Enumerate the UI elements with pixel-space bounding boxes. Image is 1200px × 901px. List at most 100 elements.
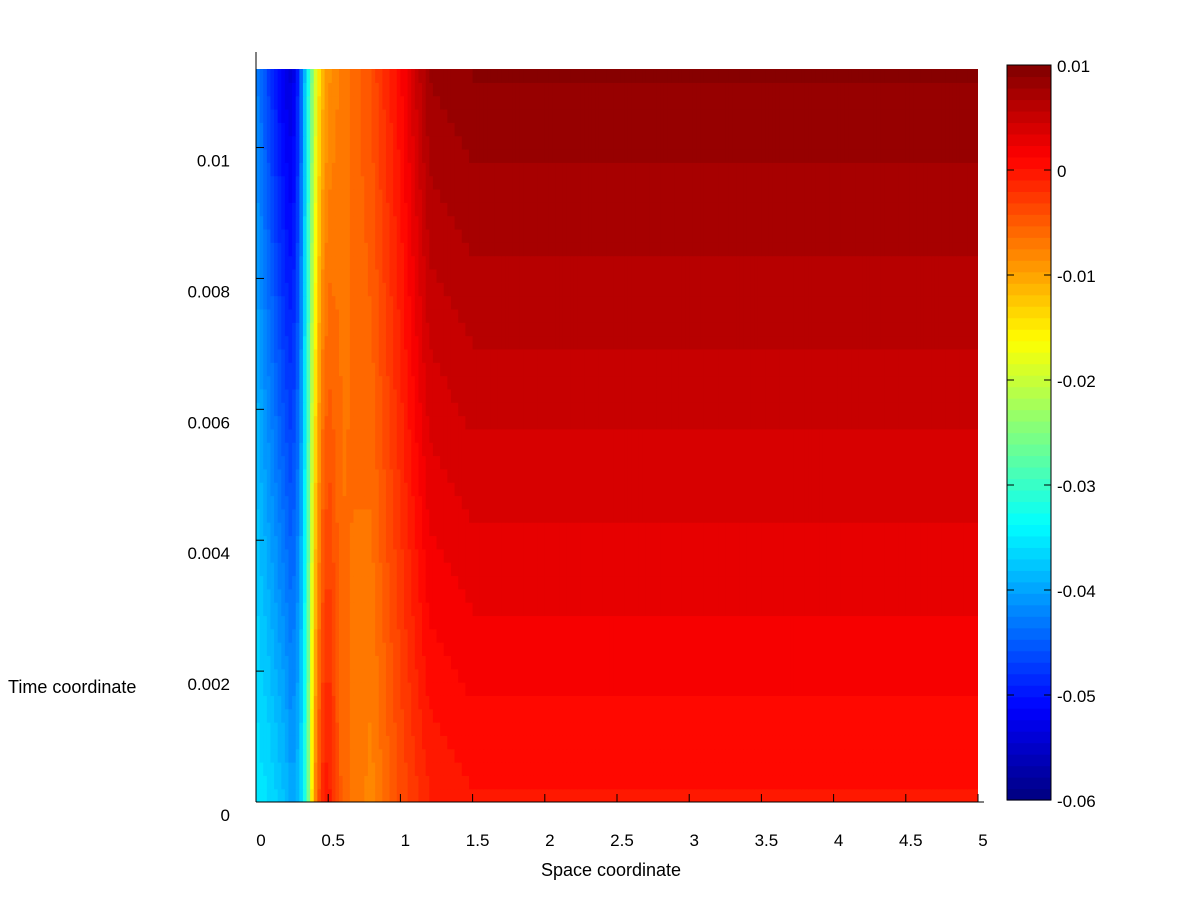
heatmap-cell <box>909 628 914 643</box>
heatmap-cell <box>963 748 968 763</box>
heatmap-cell <box>970 722 975 736</box>
heatmap-cell <box>476 615 481 630</box>
heatmap-cell <box>259 482 264 497</box>
heatmap-cell <box>584 602 589 617</box>
heatmap-cell <box>700 602 705 617</box>
heatmap-cell <box>432 482 438 497</box>
heatmap-cell <box>783 642 788 656</box>
heatmap-cell <box>793 762 799 776</box>
heatmap-cell <box>620 722 625 736</box>
heatmap-cell <box>324 602 329 617</box>
heatmap-cell <box>494 602 499 617</box>
heatmap-cell <box>537 748 542 763</box>
heatmap-cell <box>819 682 824 696</box>
heatmap-cell <box>775 615 781 630</box>
heatmap-cell <box>974 615 978 630</box>
heatmap-cell <box>920 655 925 670</box>
heatmap-cell <box>360 615 365 630</box>
heatmap-cell <box>436 482 441 497</box>
heatmap-cell <box>425 615 430 630</box>
heatmap-cell <box>945 655 950 670</box>
heatmap-cell <box>367 628 373 643</box>
heatmap-cell <box>541 548 546 563</box>
heatmap-cell <box>501 682 506 696</box>
heatmap-cell <box>530 748 535 763</box>
heatmap-cell <box>952 708 957 723</box>
heatmap-cell <box>898 642 903 656</box>
heatmap-cell <box>468 708 474 723</box>
heatmap-cell <box>801 682 806 696</box>
heatmap-cell <box>920 748 925 763</box>
heatmap-cell <box>584 655 589 670</box>
heatmap-cell <box>620 588 625 603</box>
heatmap-cell <box>364 468 369 483</box>
heatmap-cell <box>284 628 290 643</box>
heatmap-cell <box>941 735 947 750</box>
heatmap-cell <box>920 762 925 776</box>
heatmap-cell <box>656 682 661 696</box>
heatmap-cell <box>696 562 701 577</box>
heatmap-cell <box>559 588 564 603</box>
heatmap-cell <box>404 642 409 656</box>
heatmap-cell <box>443 655 448 670</box>
heatmap-cell <box>537 588 542 603</box>
heatmap-cell <box>667 748 672 763</box>
heatmap-cell <box>577 522 582 537</box>
heatmap-cell <box>902 748 907 763</box>
heatmap-cell <box>736 708 741 723</box>
heatmap-cell <box>660 628 665 643</box>
heatmap-cell <box>490 615 495 630</box>
heatmap-cell <box>396 602 401 617</box>
heatmap-cell <box>627 788 633 802</box>
heatmap-cell <box>945 535 950 550</box>
heatmap-cell <box>617 468 622 483</box>
heatmap-cell <box>346 655 351 670</box>
heatmap-cell <box>443 682 448 696</box>
heatmap-cell <box>515 615 521 630</box>
heatmap-cell <box>465 748 470 763</box>
heatmap-cell <box>681 562 687 577</box>
heatmap-cell <box>736 788 741 802</box>
heatmap-cell <box>429 762 434 776</box>
heatmap-cell <box>822 788 827 802</box>
heatmap-cell <box>266 655 272 670</box>
heatmap-cell <box>797 495 802 510</box>
heatmap-cell <box>501 548 506 563</box>
heatmap-cell <box>660 655 665 670</box>
heatmap-cell <box>483 708 488 723</box>
heatmap-cell <box>949 508 954 523</box>
heatmap-cell <box>281 748 286 763</box>
heatmap-cell <box>963 775 968 790</box>
heatmap-cell <box>909 695 914 710</box>
heatmap-cell <box>880 788 885 802</box>
heatmap-cell <box>436 708 441 723</box>
heatmap-cell <box>324 615 329 630</box>
heatmap-cell <box>898 762 903 776</box>
heatmap-cell <box>483 722 488 736</box>
heatmap-cell <box>660 495 665 510</box>
heatmap-cell <box>638 535 643 550</box>
heatmap-cell <box>663 588 669 603</box>
heatmap-cell <box>891 562 896 577</box>
heatmap-cell <box>772 562 777 577</box>
heatmap-cell <box>743 482 748 497</box>
heatmap-cell <box>544 735 550 750</box>
heatmap-cell <box>949 735 954 750</box>
heatmap-cell <box>833 642 838 656</box>
heatmap-cell <box>360 562 365 577</box>
heatmap-cell <box>468 588 474 603</box>
heatmap-cell <box>653 508 658 523</box>
heatmap-cell <box>508 602 513 617</box>
heatmap-cell <box>353 775 358 790</box>
heatmap-cell <box>450 615 456 630</box>
heatmap-cell <box>638 602 643 617</box>
heatmap-cell <box>523 682 528 696</box>
heatmap-cell <box>707 482 712 497</box>
heatmap-cell <box>952 562 957 577</box>
heatmap-cell <box>501 562 506 577</box>
heatmap-cell <box>959 748 965 763</box>
heatmap-cell <box>299 628 304 643</box>
heatmap-cell <box>256 602 261 617</box>
heatmap-cell <box>931 775 936 790</box>
heatmap-cell <box>306 562 311 577</box>
